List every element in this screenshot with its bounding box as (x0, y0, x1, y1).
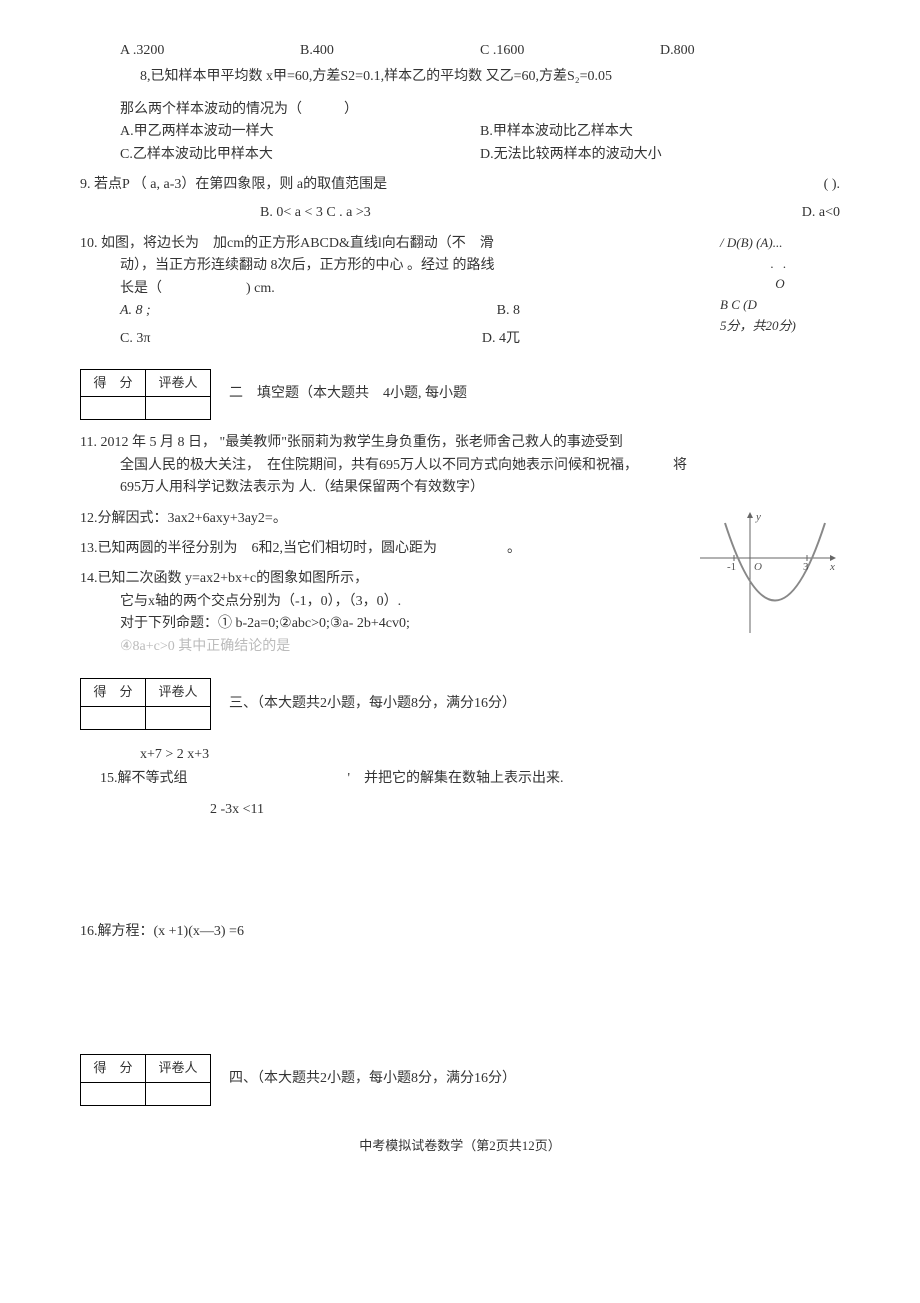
q8-opt-a: A.甲乙两样本波动一样大 (120, 121, 480, 143)
q7-opt-c: C .1600 (480, 40, 660, 62)
parabola-svg: x y O -1 3 (690, 508, 840, 638)
q8-ask: 那么两个样本波动的情况为（ ） (120, 99, 840, 121)
q7-options: A .3200 B.400 C .1600 D.800 (120, 40, 840, 62)
q15-ineq1: x+7 > 2 x+3 (140, 742, 840, 769)
section3-title: 三、（本大题共2小题，每小题8分，满分16分） (229, 693, 516, 715)
q10-fig-bc: B C (D (720, 295, 840, 316)
section4-header: 得 分 评卷人 四、（本大题共2小题，每小题8分，满分16分） (80, 1054, 840, 1106)
section4-title: 四、（本大题共2小题，每小题8分，满分16分） (229, 1068, 516, 1090)
scorebox3-score-label: 得 分 (81, 679, 146, 707)
section2-title: 二 填空题（本大题共 4小题, 每小题 (229, 383, 467, 405)
parab-x-label: x (829, 561, 835, 573)
q8-stem: 8,已知样本甲平均数 x甲=60,方差S2=0.1,样本乙的平均数 又乙=60,… (140, 66, 840, 88)
q10-fig-dots (720, 254, 840, 275)
q7-opt-a: A .3200 (120, 40, 300, 62)
q11-l2: 全国人民的极大关注， 在住院期间，共有695万人以不同方式向她表示问候和祝福， … (120, 455, 840, 477)
scorebox-3: 得 分 评卷人 (80, 678, 211, 730)
q15: x+7 > 2 x+3 15.解不等式组 ' 并把它的解集在数轴上表示出来. 2… (80, 742, 840, 824)
q10-fig-o: O (720, 274, 840, 295)
scorebox4-score-cell (81, 1082, 146, 1105)
section3-header: 得 分 评卷人 三、（本大题共2小题，每小题8分，满分16分） (80, 678, 840, 730)
q8: 8,已知样本甲平均数 x甲=60,方差S2=0.1,样本乙的平均数 又乙=60,… (80, 66, 840, 166)
q8-opt-d: D.无法比较两样本的波动大小 (480, 144, 840, 166)
scorebox4-reviewer-cell (146, 1082, 211, 1105)
q15-ineq2: 2 -3x <11 (210, 797, 840, 824)
scorebox-score-cell (81, 397, 146, 420)
parabola-figure: x y O -1 3 (690, 508, 840, 646)
q8-opts-row1: A.甲乙两样本波动一样大 B.甲样本波动比乙样本大 (120, 121, 840, 143)
q9-stem: 9. 若点P （ a, a-3）在第四象限，则 a的取值范围是 (80, 174, 387, 196)
q16-workspace (80, 952, 840, 1042)
q11-l3: 695万人用科学记数法表示为 人.（结果保留两个有效数字） (120, 477, 840, 499)
scorebox4-reviewer-label: 评卷人 (146, 1054, 211, 1082)
q9-opt-d: D. a<0 (802, 202, 840, 224)
scorebox-reviewer-label: 评卷人 (146, 369, 211, 397)
q8-opts-row2: C.乙样本波动比甲样本大 D.无法比较两样本的波动大小 (120, 144, 840, 166)
q15-workspace (80, 831, 840, 921)
q10: / D(B) (A)... O B C (D 5分，共20分) 10. 如图，将… (80, 233, 840, 357)
scorebox3-score-cell (81, 706, 146, 729)
q7-opt-d: D.800 (660, 40, 840, 62)
q9: 9. 若点P （ a, a-3）在第四象限，则 a的取值范围是 ( ). B. … (80, 174, 840, 225)
parab-y-label: y (755, 511, 761, 523)
scorebox3-reviewer-cell (146, 706, 211, 729)
scorebox-reviewer-cell (146, 397, 211, 420)
q10-opt-a: A. 8 ; (120, 300, 151, 322)
scorebox-4: 得 分 评卷人 (80, 1054, 211, 1106)
q10-opt-c: C. 3π (120, 328, 150, 350)
scorebox-score-label: 得 分 (81, 369, 146, 397)
scorebox4-score-label: 得 分 (81, 1054, 146, 1082)
q11-l1: 11. 2012 年 5 月 8 日， "最美教师"张丽莉为救学生身负重伤，张老… (80, 432, 840, 454)
page-footer: 中考模拟试卷数学（第2页共12页） (80, 1136, 840, 1157)
scorebox-2: 得 分 评卷人 (80, 369, 211, 421)
q16: 16.解方程：(x +1)(x—3) =6 (80, 921, 840, 943)
q10-opt-d: D. 4兀 (482, 328, 520, 350)
q9-paren: ( ). (824, 174, 840, 196)
parab-o-label: O (754, 561, 762, 573)
section2-header: 得 分 评卷人 二 填空题（本大题共 4小题, 每小题 (80, 369, 840, 421)
q15-mid: ' 并把它的解集在数轴上表示出来. (348, 768, 564, 790)
q7-opt-b: B.400 (300, 40, 480, 62)
q15-lead: 15.解不等式组 (100, 768, 188, 790)
parab-left-tick: -1 (727, 561, 736, 573)
q10-fig-top: / D(B) (A)... (720, 233, 840, 254)
q10-side-note: 5分，共20分) (720, 316, 840, 337)
q11: 11. 2012 年 5 月 8 日， "最美教师"张丽莉为救学生身负重伤，张老… (80, 432, 840, 499)
q8-opt-b: B.甲样本波动比乙样本大 (480, 121, 840, 143)
q10-opt-b: B. 8 (497, 300, 520, 322)
scorebox3-reviewer-label: 评卷人 (146, 679, 211, 707)
q9-opt-bc: B. 0< a < 3 C . a >3 (260, 202, 371, 224)
parab-right-tick: 3 (803, 561, 809, 573)
q8-opt-c: C.乙样本波动比甲样本大 (120, 144, 480, 166)
q10-figure: / D(B) (A)... O B C (D 5分，共20分) (720, 233, 840, 337)
